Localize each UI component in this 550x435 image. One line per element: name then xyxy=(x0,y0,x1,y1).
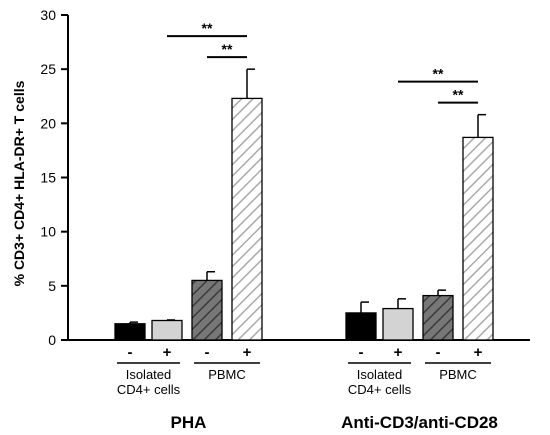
subgroup-label: Isolated xyxy=(357,367,403,382)
subgroup-label: CD4+ cells xyxy=(117,382,181,397)
significance-label: ** xyxy=(433,66,444,82)
significance-label: ** xyxy=(222,41,233,57)
y-tick-label: 10 xyxy=(40,224,56,240)
bar-sign-label: + xyxy=(474,344,483,361)
bar xyxy=(462,136,494,341)
y-tick-label: 5 xyxy=(48,278,56,294)
bar-sign-label: + xyxy=(394,344,403,361)
y-tick-label: 15 xyxy=(40,170,56,186)
bar-sign-label: - xyxy=(436,344,441,361)
bar xyxy=(231,97,263,341)
y-tick-label: 20 xyxy=(40,115,56,131)
significance-brackets: ** ** ** ** xyxy=(167,20,478,104)
bar xyxy=(382,307,414,341)
y-tick-label: 25 xyxy=(40,61,56,77)
y-tick-label: 30 xyxy=(40,7,56,23)
subgroup-label: PBMC xyxy=(439,367,477,382)
group-label: PHA xyxy=(171,413,207,432)
bar-sign-label: - xyxy=(359,344,364,361)
bar-sign-label: - xyxy=(128,344,133,361)
significance-label: ** xyxy=(202,20,213,36)
bar-sign-label: + xyxy=(163,344,172,361)
bar xyxy=(114,323,146,341)
bar-sign-label: + xyxy=(243,344,252,361)
subgroup-label: CD4+ cells xyxy=(348,382,412,397)
bar xyxy=(151,319,183,341)
bar xyxy=(345,312,377,341)
subgroup-label: PBMC xyxy=(208,367,246,382)
bars xyxy=(114,68,494,341)
bar xyxy=(191,279,223,341)
y-axis-label: % CD3+ CD4+ HLA-DR+ T cells xyxy=(11,80,27,286)
bar xyxy=(422,294,454,341)
y-tick-label: 0 xyxy=(48,332,56,348)
significance-label: ** xyxy=(453,87,464,103)
subgroup-label: Isolated xyxy=(126,367,172,382)
bar-sign-label: - xyxy=(205,344,210,361)
axes: 0 5 10 15 20 25 30 xyxy=(40,7,530,348)
group-label: Anti-CD3/anti-CD28 xyxy=(341,413,498,432)
